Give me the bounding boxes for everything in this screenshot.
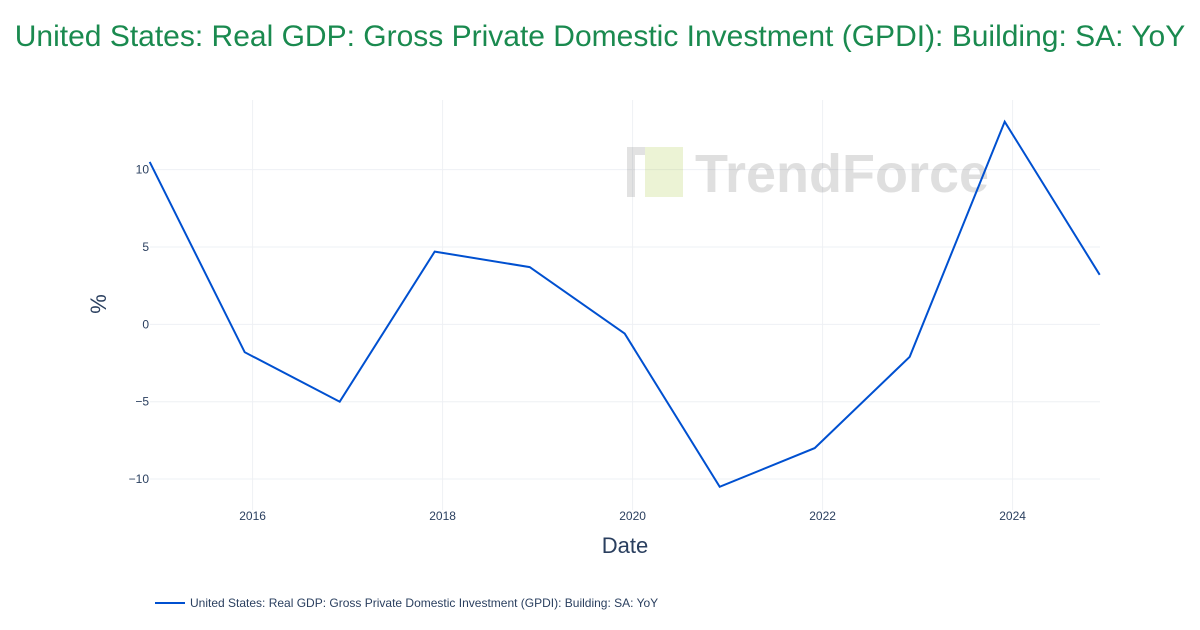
x-axis-title: Date	[602, 533, 648, 558]
chart-title: United States: Real GDP: Gross Private D…	[14, 20, 1186, 53]
trendforce-watermark-logo: TrendForce	[627, 144, 989, 204]
y-tick-label: 0	[142, 317, 149, 331]
legend-swatch	[155, 602, 185, 604]
legend-label: United States: Real GDP: Gross Private D…	[190, 596, 659, 610]
x-tick-label: 2024	[999, 509, 1026, 523]
legend[interactable]: United States: Real GDP: Gross Private D…	[155, 596, 658, 610]
svg-text:TrendForce: TrendForce	[695, 144, 989, 204]
x-tick-label: 2022	[809, 509, 836, 523]
y-axis-title: %	[86, 294, 111, 314]
y-tick-label: −5	[135, 395, 149, 409]
x-tick-label: 2018	[429, 509, 456, 523]
y-tick-label: −10	[129, 472, 150, 486]
x-tick-label: 2020	[619, 509, 646, 523]
x-tick-label: 2016	[239, 509, 266, 523]
series-line	[148, 119, 1101, 489]
y-tick-label: 5	[142, 240, 149, 254]
y-tick-label: 10	[136, 163, 150, 177]
